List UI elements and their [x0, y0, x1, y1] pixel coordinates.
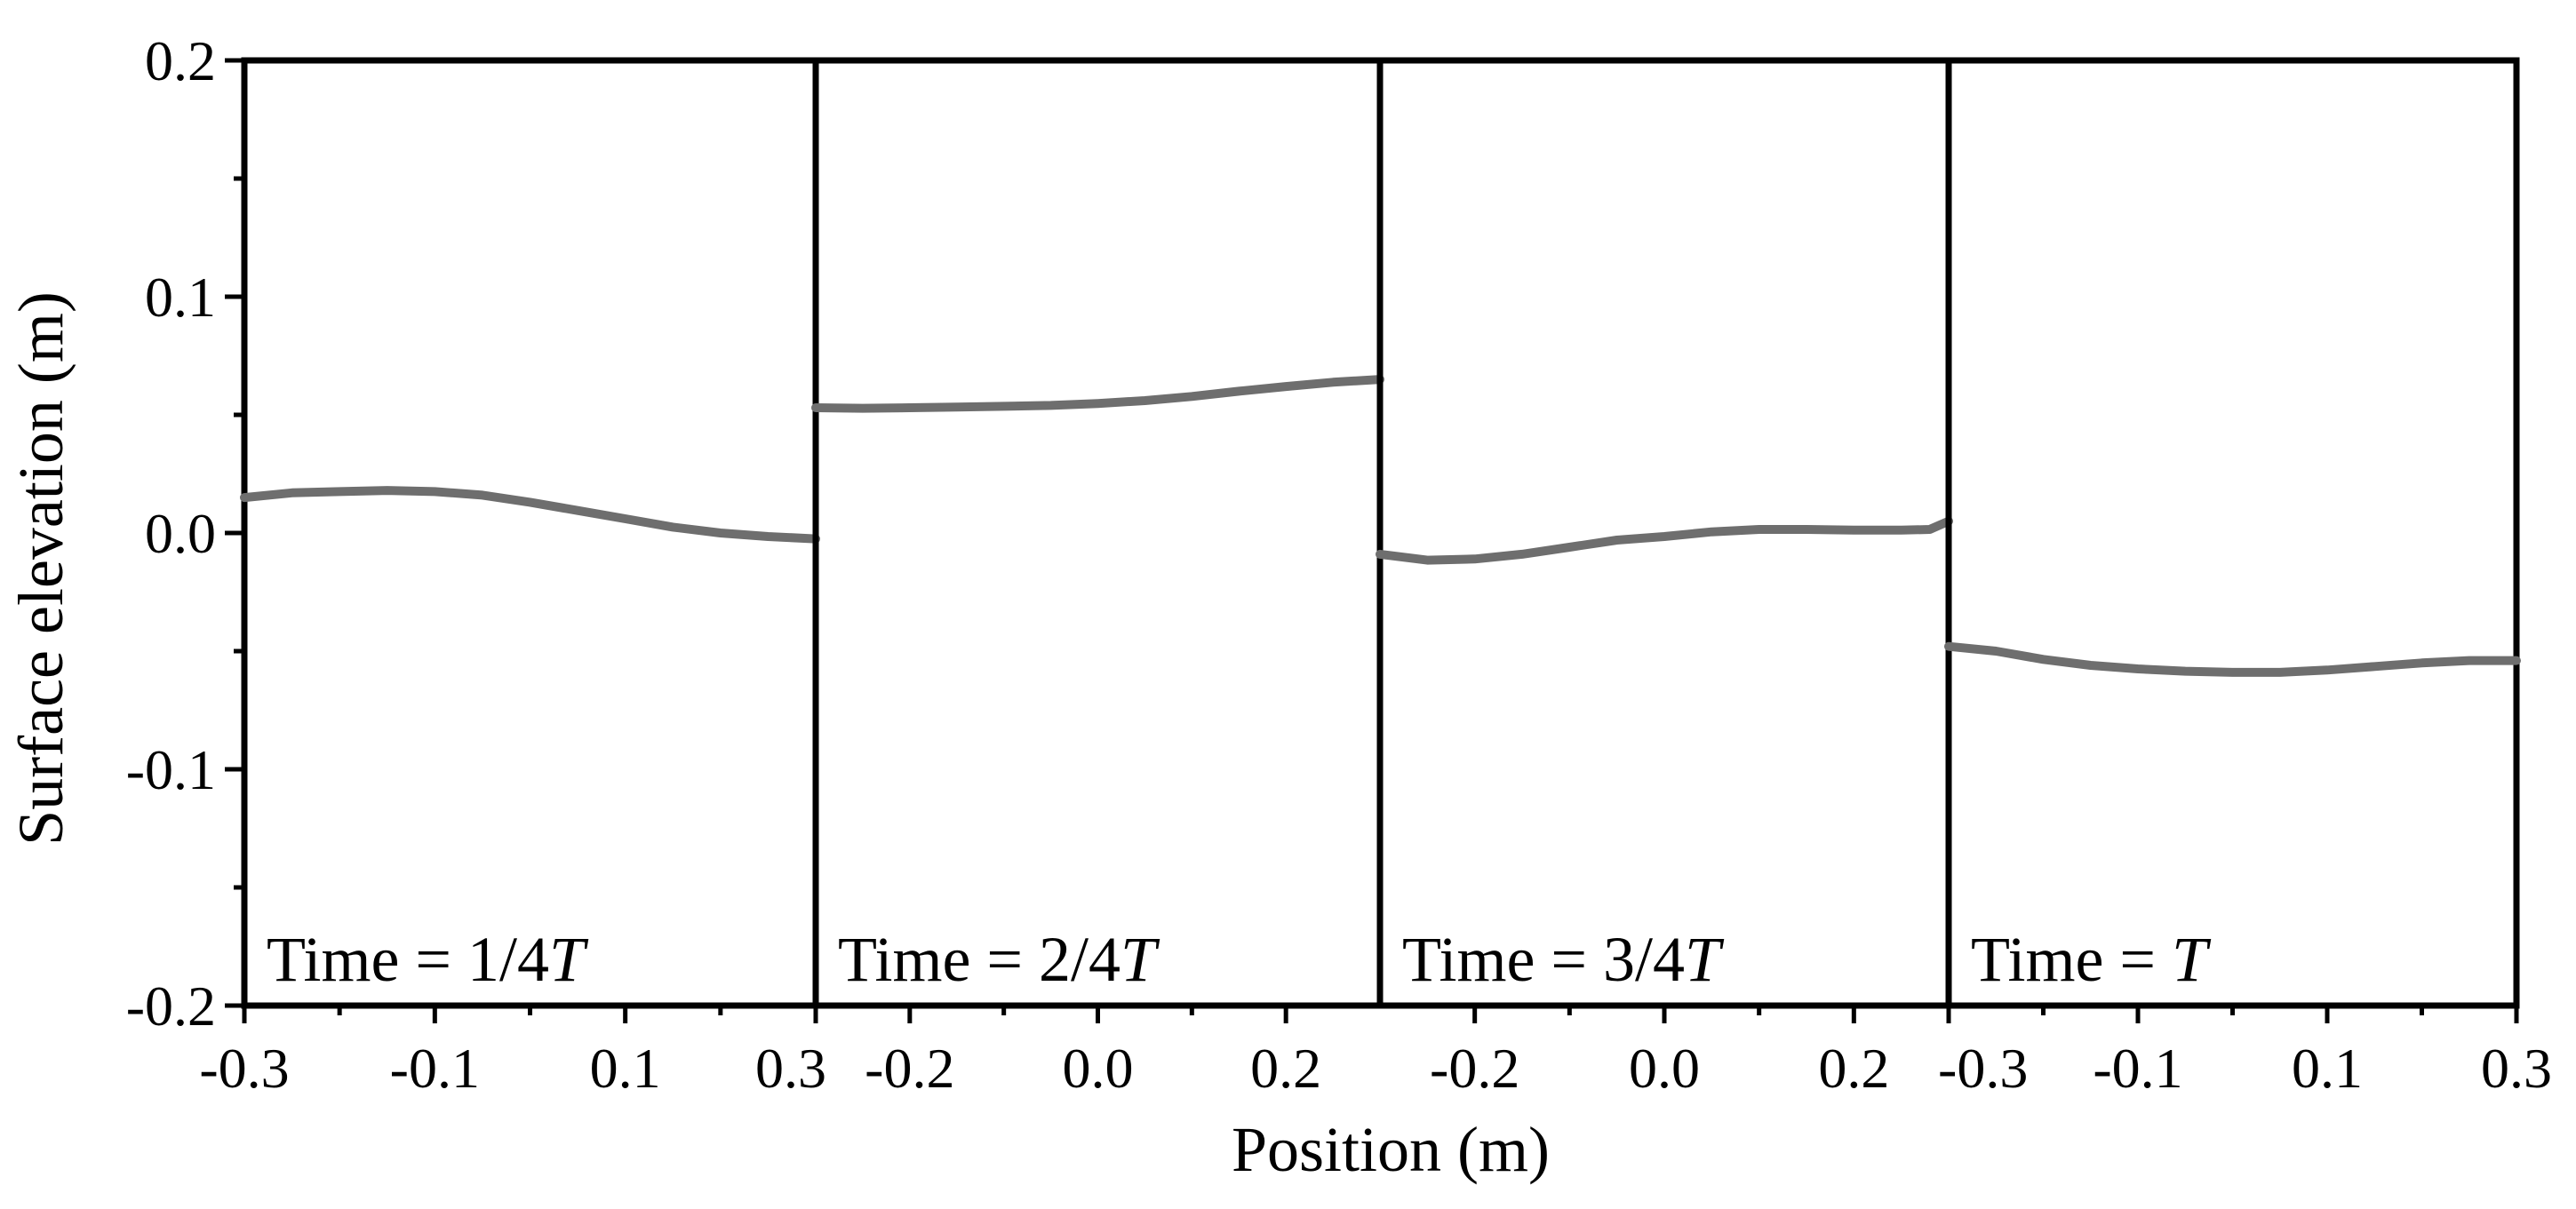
series-line	[1376, 516, 1953, 565]
panel-2: -0.2 0.0 0.2 Time = 2/4T	[811, 57, 1384, 1100]
y-tick-label: 0.2	[145, 29, 216, 92]
x-tick-label: -0.1	[2093, 1037, 2182, 1100]
series-line	[1944, 641, 2521, 677]
series-line	[240, 486, 820, 544]
x-axis-title: Position (m)	[1232, 1114, 1550, 1185]
x-tick-label: 0.0	[1063, 1037, 1134, 1100]
panels: -0.2 -0.1 0.0 0.1 0.2 -0.3 -0.1 0.1 0.3 Time = 1/…	[126, 29, 2552, 1100]
x-tick-label: -0.2	[865, 1037, 954, 1100]
x-tick-label: 0.1	[2292, 1037, 2363, 1100]
x-tick-label: 0.0	[1629, 1037, 1700, 1100]
x-tick-label: 0.1	[590, 1037, 661, 1100]
x-tick-label: -0.2	[1430, 1037, 1519, 1100]
y-tick-label: -0.1	[126, 738, 216, 801]
panel-label: Time = 2/4T	[838, 924, 1160, 995]
panel-1: -0.3 -0.1 0.1 0.3 Time = 1/4T	[199, 57, 826, 1100]
panel-label: Time = 3/4T	[1402, 924, 1725, 995]
series-line	[811, 375, 1384, 413]
panel-4: -0.3 -0.1 0.1 0.3 Time = T	[1938, 57, 2552, 1100]
x-tick-label: 0.3	[755, 1037, 826, 1100]
panel-frame	[812, 57, 1384, 1009]
y-tick-label: -0.2	[126, 974, 216, 1038]
x-tick-label: -0.3	[1938, 1037, 2028, 1100]
panel-label: Time = T	[1971, 924, 2212, 995]
y-tick-label: 0.0	[145, 502, 216, 565]
x-tick-label: -0.3	[199, 1037, 289, 1100]
y-tick-label: 0.1	[145, 266, 216, 329]
x-tick-label: 0.2	[1818, 1037, 1889, 1100]
x-tick-label: -0.1	[390, 1037, 480, 1100]
y-axis-title: Surface elevation (m)	[5, 291, 76, 846]
panel-frame	[1945, 57, 2520, 1009]
x-tick-label: 0.3	[2481, 1037, 2552, 1100]
x-tick-label: 0.2	[1250, 1037, 1321, 1100]
panel-3: -0.2 0.0 0.2 Time = 3/4T	[1376, 57, 1953, 1100]
panel-label: Time = 1/4T	[267, 924, 589, 995]
